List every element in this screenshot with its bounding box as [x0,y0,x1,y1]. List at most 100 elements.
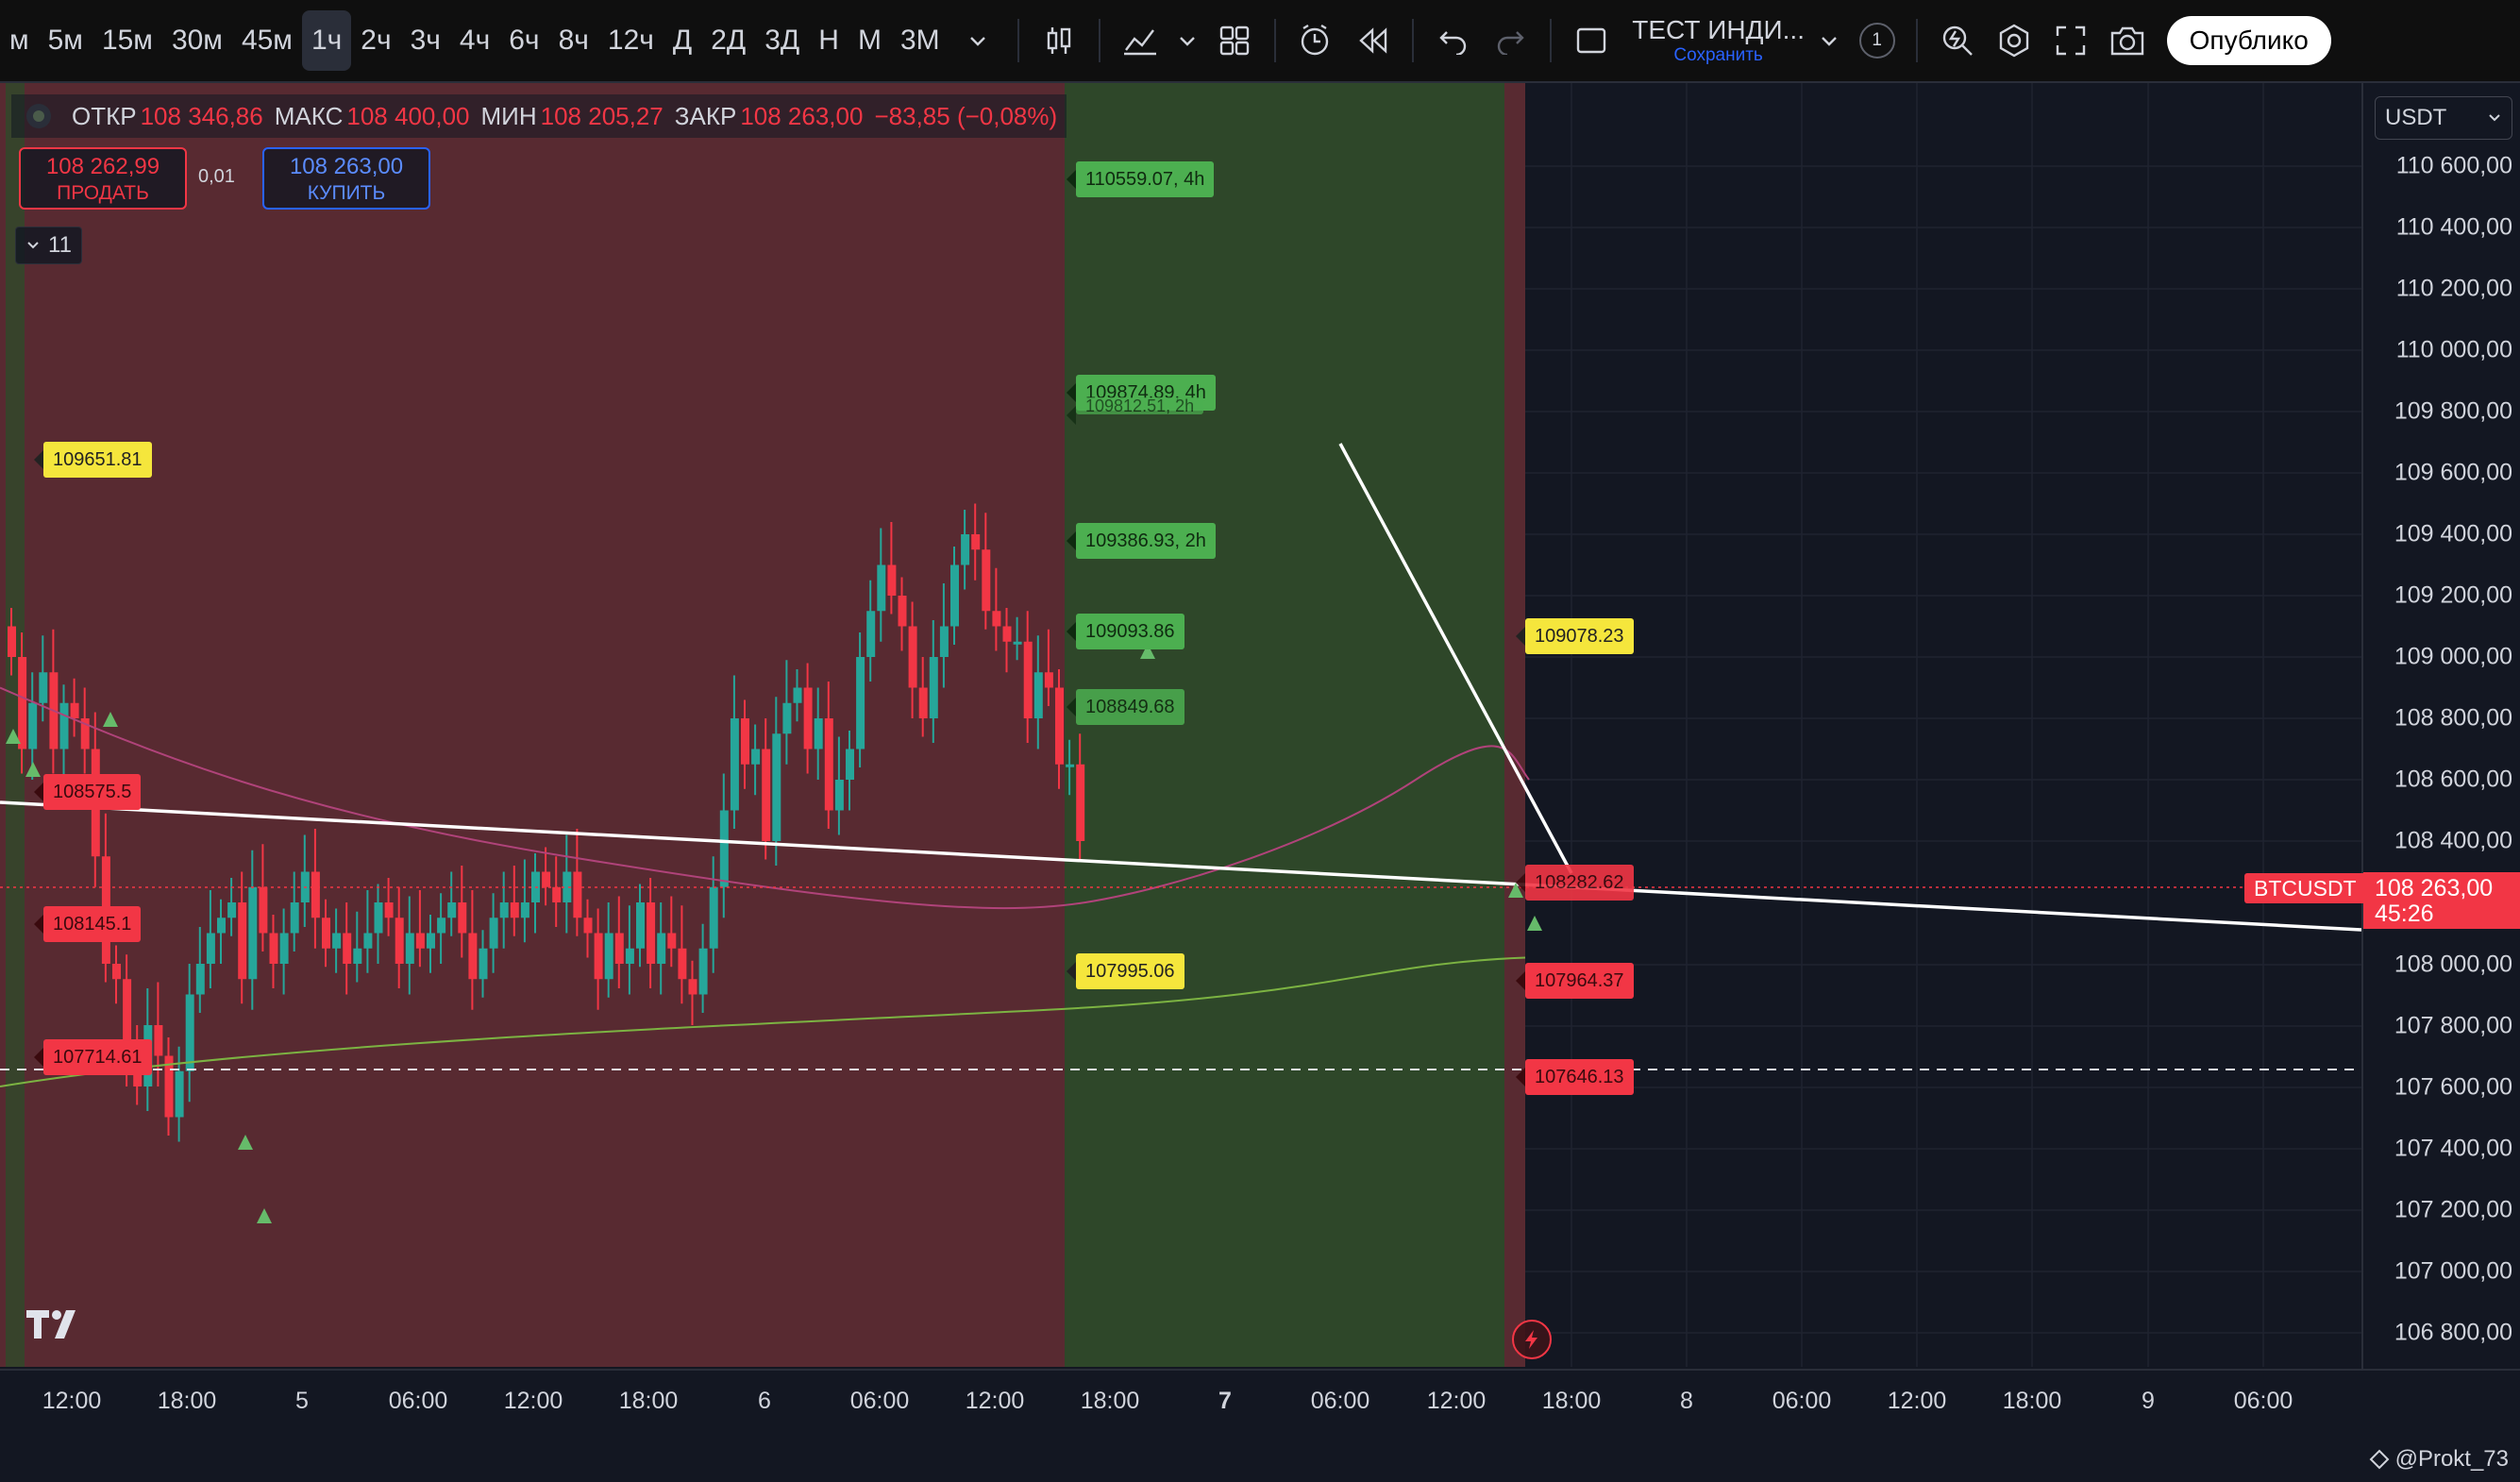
timeframe-15[interactable]: Н [818,25,839,56]
timeframe-16[interactable]: М [857,25,882,56]
layout-name[interactable]: ТЕСТ ИНДИ... Сохранить [1629,15,1808,66]
time-tick: 18:00 [157,1388,217,1414]
divider [1098,19,1100,62]
timeframe-3[interactable]: 30м [171,25,223,56]
candle-body [279,933,289,964]
timeframe-0[interactable]: м [9,25,29,56]
level-tag: 109078.23 [1516,618,1634,654]
candle-body [929,657,938,718]
redo-icon[interactable] [1482,12,1538,69]
last-price-label: 108 263,00 45:26 [2363,872,2520,929]
candle-body [259,886,268,934]
layout-grid-icon[interactable] [1206,12,1263,69]
chevron-down-icon[interactable] [949,12,1006,69]
timeframe-2[interactable]: 15м [101,25,153,56]
indicators-toggle[interactable]: 11 [15,227,82,264]
candle-body [604,933,613,980]
candle-body [803,687,813,749]
time-tick: 8 [1680,1388,1693,1414]
timeframe-5[interactable]: 1ч [301,10,352,71]
indicators-icon[interactable] [1112,12,1168,69]
price-tick: 108 400,00 [2394,827,2512,854]
timeframe-7[interactable]: 3ч [410,25,441,56]
timeframe-6[interactable]: 2ч [361,25,392,56]
level-tag: 109812.51, 2h [1066,397,1204,425]
price-tick: 109 200,00 [2394,581,2512,609]
time-tick: 18:00 [1080,1388,1140,1414]
close-value: 108 263,00 [740,101,864,130]
level-tag: 108849.68 [1067,689,1184,725]
open-label: ОТКР [72,101,137,130]
camera-icon[interactable] [2099,12,2156,69]
timeframe-1[interactable]: 5м [47,25,83,56]
buy-signal-marker [1527,916,1542,931]
timeframe-14[interactable]: 3Д [764,25,800,56]
candle-body [939,626,949,657]
ma-200-line [0,956,1526,1087]
candle-body [405,933,414,964]
price-tick: 107 200,00 [2394,1196,2512,1223]
candle-body [583,918,593,934]
undo-icon[interactable] [1425,12,1482,69]
time-axis[interactable]: 12:00 18:00 5 06:00 12:00 18:00 6 06:00 12:00 18:… [0,1369,2520,1482]
timeframe-11[interactable]: 12ч [607,25,654,56]
buy-signal-marker [238,1135,253,1150]
price-axis[interactable]: USDT 110 600,00 110 400,00 110 200,00 110 0… [2361,83,2520,1405]
candle-body [772,733,781,841]
candle-body [709,886,718,949]
replay-icon[interactable] [1344,12,1401,69]
level-tag: 108282.62 [1516,865,1634,901]
low-value: 108 205,27 [540,101,664,130]
alert-clock-icon[interactable] [1287,12,1344,69]
candle-body [479,948,488,980]
candle-body [1033,672,1043,718]
level-tag: 109093.86 [1067,614,1184,649]
currency-select[interactable]: USDT [2375,96,2512,140]
sell-button[interactable]: 108 262,99 ПРОДАТЬ [19,147,187,210]
timeframe-13[interactable]: 2Д [711,25,747,56]
fullscreen-icon[interactable] [2042,12,2099,69]
candle-body [227,902,237,918]
timeframe-17[interactable]: 3М [899,25,940,56]
price-tick: 109 600,00 [2394,459,2512,486]
chevron-down-icon [2489,114,2500,122]
candle-body [185,994,194,1071]
chart-plot-area[interactable] [0,83,2361,1367]
price-tick: 110 600,00 [2395,152,2512,179]
chevron-down-icon[interactable] [1808,12,1850,69]
level-tag: 107646.13 [1516,1059,1634,1095]
time-tick: 12:00 [1426,1388,1487,1414]
candle-body [195,964,205,995]
timeframe-9[interactable]: 6ч [509,25,540,56]
buy-signal-marker [103,712,118,727]
settings-icon[interactable] [1986,12,2042,69]
save-link[interactable]: Сохранить [1673,45,1763,65]
diamond-icon [2369,1449,2389,1470]
timeframe-12[interactable]: Д [672,25,693,56]
lightning-alert-icon[interactable] [1512,1320,1552,1359]
candle-body [112,964,121,980]
trend-line [1338,443,1573,874]
price-chart[interactable] [0,83,2361,1367]
layout-title: ТЕСТ ИНДИ... [1632,15,1805,44]
candle-body [751,749,761,765]
timeframe-4[interactable]: 45м [241,25,293,56]
buy-button[interactable]: 108 263,00 КУПИТЬ [262,147,430,210]
chevron-down-icon[interactable] [1168,12,1206,69]
quick-search-icon[interactable] [1929,12,1986,69]
fullscreen-square-icon[interactable] [1563,12,1620,69]
timeframe-10[interactable]: 8ч [558,25,589,56]
timeframe-8[interactable]: 4ч [459,25,491,56]
level-tag: 107964.37 [1516,963,1634,999]
candle-body [415,933,425,949]
candle-body [834,780,844,811]
buy-price: 108 263,00 [289,154,404,179]
candle-body [846,749,854,780]
candle-body [573,871,582,918]
candle-body [437,918,446,934]
price-tick: 109 800,00 [2394,397,2512,425]
candle-body [730,718,739,811]
candle-body [719,810,729,887]
publish-button[interactable]: Опублико [2166,16,2331,65]
candles-icon[interactable] [1031,12,1087,69]
